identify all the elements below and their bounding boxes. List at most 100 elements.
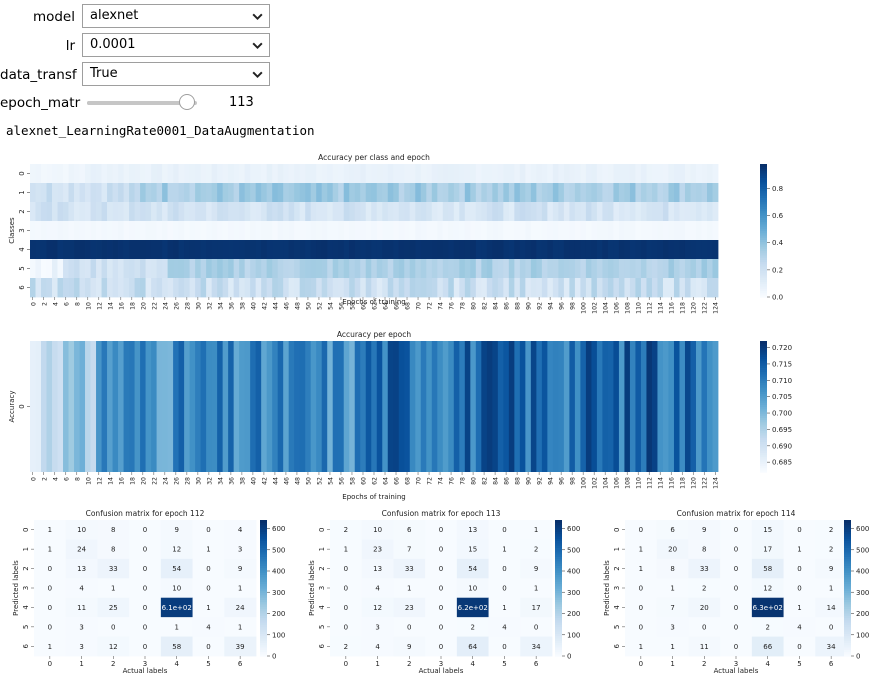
chart1-cell xyxy=(46,221,53,241)
chart1-cell xyxy=(552,240,559,260)
chart1-xtick-label: 122 xyxy=(702,302,709,314)
chart1-cell xyxy=(222,240,229,260)
lr-dropdown[interactable]: 0.0001 xyxy=(82,33,270,57)
chart1-cell xyxy=(679,259,686,279)
chart1-cell xyxy=(404,240,411,260)
cm3-cell xyxy=(656,539,689,560)
cm2-colorbar-segment xyxy=(555,576,562,580)
cm1-cell-label: 24 xyxy=(236,604,245,612)
chart1-cell xyxy=(167,164,174,184)
chart1-cell xyxy=(558,202,565,222)
cm3-xlabel: Actual labels xyxy=(714,667,759,675)
cm3-cell xyxy=(625,520,658,540)
chart1-cell xyxy=(173,202,180,222)
cm1-cell-label: 13 xyxy=(77,565,86,573)
chart1-cell xyxy=(63,183,69,203)
cm2-cell-label: 23 xyxy=(373,546,382,554)
chart1-cell xyxy=(299,221,306,241)
cm1-cell-label: 0 xyxy=(143,585,147,593)
cm3-cell xyxy=(656,636,689,657)
cm2-colorbar-segment xyxy=(555,569,562,573)
epoch-slider[interactable] xyxy=(87,94,197,110)
cm2-colorbar-segment xyxy=(555,597,562,600)
chart1-cell xyxy=(420,259,427,279)
cm3-colorbar-label: 400 xyxy=(856,568,869,576)
chart1-cell xyxy=(63,259,69,279)
data-transf-dropdown[interactable]: True xyxy=(82,62,270,86)
cm1-ytick-label: 0 xyxy=(22,527,30,531)
chart1-cell xyxy=(123,278,130,298)
cm1-cell xyxy=(224,617,257,637)
chart1-cell xyxy=(640,221,647,241)
cm2-cell xyxy=(488,520,521,540)
chart2-colorbar-segment xyxy=(760,426,767,429)
chart1-cell xyxy=(431,240,438,260)
cm1-cell xyxy=(224,539,257,560)
model-control: model alexnet xyxy=(0,4,300,30)
chart1-cell xyxy=(343,183,350,203)
chart2-colorbar-segment xyxy=(760,423,767,427)
cm1-title: Confusion matrix for epoch 112 xyxy=(86,509,205,518)
chart2-xtick-label: 78 xyxy=(460,477,467,485)
chart1-cell xyxy=(668,202,675,222)
chart1-xtick-label: 114 xyxy=(658,302,665,314)
chart1-cell xyxy=(536,278,543,298)
cm3-cell-label: 0 xyxy=(639,585,643,593)
chart1-cell xyxy=(486,278,493,298)
chart1-cell xyxy=(239,183,246,203)
chart1-cell xyxy=(79,164,86,184)
chart1-cell xyxy=(668,221,675,241)
chart1-cell xyxy=(618,202,625,222)
chart2-colorbar-segment xyxy=(760,378,767,381)
chart1-cell xyxy=(118,202,124,222)
chart2-cell xyxy=(305,341,312,472)
cm2-cell xyxy=(361,636,394,657)
model-dropdown[interactable]: alexnet xyxy=(82,4,270,28)
chart1-cell xyxy=(167,259,174,279)
cm2-cell-label: 17 xyxy=(532,604,541,612)
chart1-cell xyxy=(239,164,246,184)
chart1-cell xyxy=(129,278,135,298)
epoch-slider-handle[interactable] xyxy=(179,94,196,110)
chart1-cell xyxy=(283,202,290,222)
cm1-colorbar-segment xyxy=(260,529,267,532)
chart2-cell xyxy=(673,341,680,472)
chart1-cell xyxy=(233,240,240,260)
chart1-cell xyxy=(266,221,273,241)
cm3-cell xyxy=(656,597,689,618)
cm1-ytick-label: 3 xyxy=(22,586,30,590)
cm3-cell xyxy=(751,636,784,657)
chart1-cell xyxy=(90,240,97,260)
chart1-cell xyxy=(321,221,328,241)
chart2-cell xyxy=(393,341,400,472)
chart1-cell xyxy=(684,240,691,260)
chart1-cell xyxy=(607,202,614,222)
chart2-colorbar-segment xyxy=(760,439,767,443)
chart1-cell xyxy=(288,221,295,241)
chart1-cell xyxy=(602,221,609,241)
chart1-cell xyxy=(239,221,246,241)
chart1-cell xyxy=(101,183,108,203)
chart1-cell xyxy=(382,183,389,203)
chart1-cell xyxy=(217,183,224,203)
chart1-cell xyxy=(261,240,268,260)
chart2-cell xyxy=(618,341,625,472)
chart1-cell xyxy=(101,259,108,279)
chart1-cell xyxy=(294,164,301,184)
chart1-colorbar-segment xyxy=(760,228,767,232)
chart1-cell xyxy=(596,183,603,203)
chart1-cell xyxy=(437,202,444,222)
cm1-cell xyxy=(129,558,162,579)
cm3-cell-label: 20 xyxy=(668,546,677,554)
chart1-cell xyxy=(96,183,102,203)
chart1-cell xyxy=(552,278,559,298)
chart1-cell xyxy=(591,278,598,298)
chart2-xtick-label: 14 xyxy=(107,477,114,485)
cm2-ytick-label: 3 xyxy=(318,586,326,590)
cm2-cell-label: 13 xyxy=(373,565,382,573)
cm1-cell xyxy=(65,636,98,657)
chart2-colorbar-segment xyxy=(760,430,767,434)
chart1-cell xyxy=(140,278,146,298)
cm3-cell-label: 8 xyxy=(670,565,674,573)
chart1-cell xyxy=(497,240,504,260)
